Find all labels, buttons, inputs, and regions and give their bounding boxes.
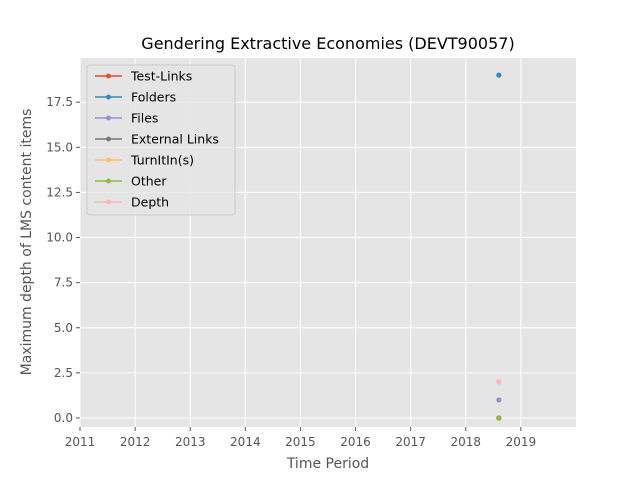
legend-label-depth: Depth [131,195,169,210]
legend-marker-files [106,115,111,121]
x-tick-label: 2011 [65,435,96,449]
x-tick-label: 2016 [340,435,371,449]
legend-marker-turnitin-s [106,157,111,163]
y-tick-label: 12.5 [46,185,73,199]
y-tick-label: 7.5 [54,276,73,290]
x-tick-label: 2017 [395,435,426,449]
x-tick-label: 2014 [230,435,261,449]
y-tick-label: 15.0 [46,140,73,154]
legend-label-files: Files [131,111,158,126]
chart-title: Gendering Extractive Economies (DEVT9005… [141,34,514,53]
legend: Test-Links Folders Files External Links Turn… [86,64,236,216]
legend-marker-test-links [106,73,111,79]
legend-label-external-links: External Links [131,132,219,147]
y-axis-label: Maximum depth of LMS content items [19,109,35,376]
x-tick-label: 2013 [175,435,206,449]
data-point-other [496,415,502,421]
x-tick-label: 2018 [451,435,482,449]
y-tick-label: 17.5 [46,95,73,109]
legend-marker-other [106,178,111,184]
legend-marker-folders [106,94,111,100]
y-tick-label: 2.5 [54,366,73,380]
x-tick-label: 2019 [506,435,537,449]
data-point-folders [496,72,502,78]
y-tick-label: 5.0 [54,321,73,335]
legend-box [86,64,236,216]
legend-label-test-links: Test-Links [130,69,192,84]
y-tick-label: 0.0 [54,411,73,425]
legend-label-other: Other [131,174,167,189]
data-point-files [496,397,502,403]
series-layer [496,72,502,421]
y-tick-label: 10.0 [46,231,73,245]
legend-marker-external-links [106,136,111,142]
x-tick-label: 2012 [120,435,151,449]
axis-ticks: 2011 2012 2013 2014 2015 2016 2017 2018 2019 0.0 2… [46,95,536,449]
x-axis-label: Time Period [286,456,369,472]
legend-marker-depth [106,199,111,205]
data-point-depth [496,379,502,385]
x-tick-label: 2015 [285,435,316,449]
legend-label-turnitin-s: TurnItIn(s) [130,153,194,168]
legend-label-folders: Folders [131,90,176,105]
